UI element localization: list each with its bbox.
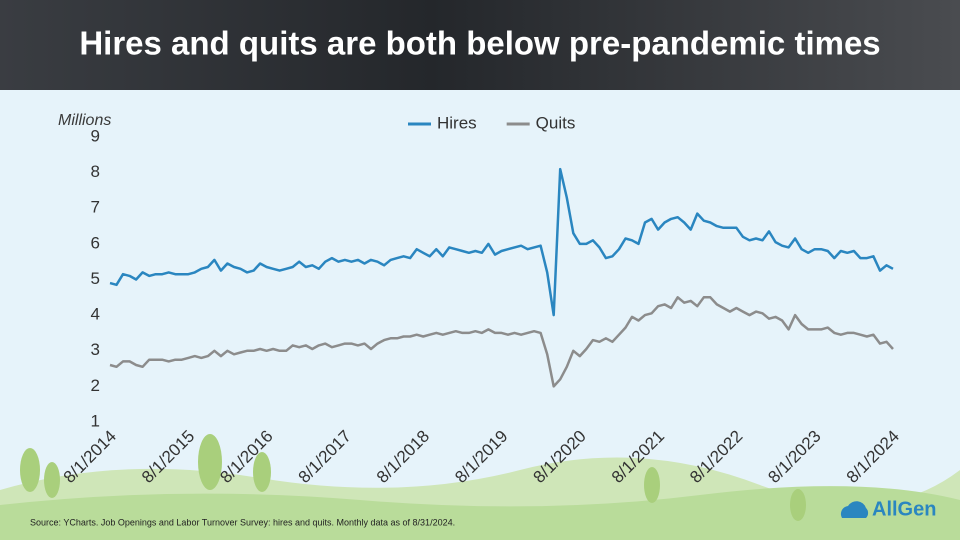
y-axis-label: Millions: [58, 112, 111, 129]
y-tick-label: 3: [91, 340, 100, 359]
trees: [20, 434, 806, 521]
series-line: [109, 167, 894, 317]
series-line: [109, 296, 894, 388]
y-tick-label: 4: [91, 305, 100, 324]
y-tick-label: 8: [91, 162, 100, 181]
y-tick-label: 6: [91, 233, 100, 252]
y-tick-label: 2: [91, 376, 100, 395]
chart-title: Hires and quits are both below pre-pande…: [79, 25, 880, 62]
y-tick-label: 5: [91, 269, 100, 288]
brand-logo: AllGen: [872, 498, 936, 520]
source-note: Source: YCharts. Job Openings and Labor …: [30, 517, 455, 527]
logo-icon: [840, 501, 869, 518]
y-tick-label: 1: [91, 411, 100, 430]
legend-label: Hires: [437, 113, 477, 132]
legend-label: Quits: [536, 113, 576, 132]
y-tick-label: 7: [91, 198, 100, 217]
banner: [0, 0, 960, 90]
y-tick-label: 9: [91, 126, 100, 145]
hills-front: [0, 486, 960, 540]
